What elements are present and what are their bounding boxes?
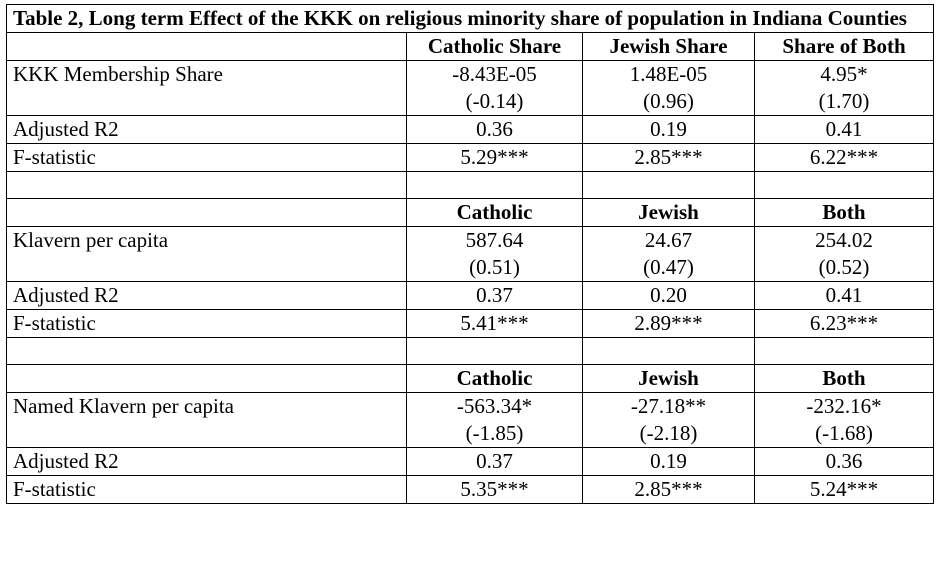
panel-2-header-both: Both <box>754 198 934 227</box>
panel-1-r2-catholic: 0.36 <box>406 115 583 144</box>
panel-3-r2-both: 0.36 <box>754 447 934 476</box>
coefficient: 4.95* <box>820 62 868 86</box>
panel-3-r2-catholic: 0.37 <box>406 447 583 476</box>
panel-3-cell-both: -232.16* (-1.68) <box>754 392 934 448</box>
panel-1-r2-label: Adjusted R2 <box>6 115 407 144</box>
panel-2-header-catholic: Catholic <box>406 198 583 227</box>
panel-1-f-both: 6.22*** <box>754 143 934 172</box>
panel-2-header-blank <box>6 198 407 227</box>
t-statistic: (-0.14) <box>465 89 524 113</box>
spacer-cell <box>582 337 755 365</box>
coefficient: -563.34* <box>456 394 533 418</box>
panel-1-r2-both: 0.41 <box>754 115 934 144</box>
panel-3-f-label: F-statistic <box>6 475 407 504</box>
panel-2-f-row: F-statistic 5.41*** 2.89*** 6.23*** <box>6 309 934 338</box>
panel-1-cell-catholic: -8.43E-05 (-0.14) <box>406 60 583 116</box>
panel-1-f-jewish: 2.85*** <box>582 143 755 172</box>
spacer-cell <box>582 171 755 199</box>
panel-3-header-blank <box>6 364 407 393</box>
panel-3-cell-catholic: -563.34* (-1.85) <box>406 392 583 448</box>
spacer-row-2 <box>6 337 934 365</box>
panel-2-f-catholic: 5.41*** <box>406 309 583 338</box>
panel-2-cell-catholic: 587.64 (0.51) <box>406 226 583 282</box>
panel-1-header-both: Share of Both <box>754 32 934 61</box>
coefficient: -232.16* <box>806 394 882 418</box>
spacer-cell <box>6 337 407 365</box>
panel-3-r2-label: Adjusted R2 <box>6 447 407 476</box>
coefficient: 1.48E-05 <box>629 62 708 86</box>
panel-2-cell-both: 254.02 (0.52) <box>754 226 934 282</box>
t-statistic: (-2.18) <box>639 421 698 445</box>
table-title: Table 2, Long term Effect of the KKK on … <box>6 4 934 33</box>
panel-2-variable-label: Klavern per capita <box>6 226 407 282</box>
coefficient: 587.64 <box>465 228 524 252</box>
panel-1-f-catholic: 5.29*** <box>406 143 583 172</box>
panel-3-f-row: F-statistic 5.35*** 2.85*** 5.24*** <box>6 475 934 504</box>
panel-2-r2-both: 0.41 <box>754 281 934 310</box>
t-statistic: (0.47) <box>643 255 694 279</box>
panel-3-header-catholic: Catholic <box>406 364 583 393</box>
panel-3-r2-jewish: 0.19 <box>582 447 755 476</box>
panel-1-cell-both: 4.95* (1.70) <box>754 60 934 116</box>
title-row: Table 2, Long term Effect of the KKK on … <box>6 4 934 33</box>
panel-1-cell-jewish: 1.48E-05 (0.96) <box>582 60 755 116</box>
panel-2-f-both: 6.23*** <box>754 309 934 338</box>
panel-1-header-row: Catholic Share Jewish Share Share of Bot… <box>6 32 934 61</box>
results-table-container: Table 2, Long term Effect of the KKK on … <box>6 4 934 504</box>
panel-1-coefficient-row: KKK Membership Share -8.43E-05 (-0.14) 1… <box>6 60 934 116</box>
panel-2-f-label: F-statistic <box>6 309 407 338</box>
panel-2-r2-jewish: 0.20 <box>582 281 755 310</box>
t-statistic: (1.70) <box>818 89 870 113</box>
panel-3-variable-label: Named Klavern per capita <box>6 392 407 448</box>
panel-3-header-jewish: Jewish <box>582 364 755 393</box>
spacer-cell <box>406 337 583 365</box>
t-statistic: (0.52) <box>818 255 870 279</box>
panel-3-f-jewish: 2.85*** <box>582 475 755 504</box>
t-statistic: (0.51) <box>469 255 520 279</box>
panel-3-coefficient-row: Named Klavern per capita -563.34* (-1.85… <box>6 392 934 448</box>
panel-2-cell-jewish: 24.67 (0.47) <box>582 226 755 282</box>
t-statistic: (0.96) <box>643 89 694 113</box>
panel-1-header-catholic: Catholic Share <box>406 32 583 61</box>
t-statistic: (-1.68) <box>815 421 873 445</box>
panel-2-header-jewish: Jewish <box>582 198 755 227</box>
panel-1-f-row: F-statistic 5.29*** 2.85*** 6.22*** <box>6 143 934 172</box>
results-table: Table 2, Long term Effect of the KKK on … <box>6 4 934 504</box>
panel-3-r2-row: Adjusted R2 0.37 0.19 0.36 <box>6 447 934 476</box>
panel-2-r2-catholic: 0.37 <box>406 281 583 310</box>
spacer-cell <box>754 171 934 199</box>
panel-3-header-row: Catholic Jewish Both <box>6 364 934 393</box>
t-statistic: (-1.85) <box>465 421 524 445</box>
coefficient: 254.02 <box>815 228 873 252</box>
panel-1-f-label: F-statistic <box>6 143 407 172</box>
panel-3-header-both: Both <box>754 364 934 393</box>
coefficient: 24.67 <box>644 228 693 252</box>
panel-2-coefficient-row: Klavern per capita 587.64 (0.51) 24.67 (… <box>6 226 934 282</box>
panel-1-r2-row: Adjusted R2 0.36 0.19 0.41 <box>6 115 934 144</box>
spacer-cell <box>754 337 934 365</box>
panel-2-r2-label: Adjusted R2 <box>6 281 407 310</box>
panel-2-header-row: Catholic Jewish Both <box>6 198 934 227</box>
panel-2-r2-row: Adjusted R2 0.37 0.20 0.41 <box>6 281 934 310</box>
panel-3-f-both: 5.24*** <box>754 475 934 504</box>
spacer-row-1 <box>6 171 934 199</box>
panel-1-header-blank <box>6 32 407 61</box>
spacer-cell <box>6 171 407 199</box>
panel-2-f-jewish: 2.89*** <box>582 309 755 338</box>
spacer-cell <box>406 171 583 199</box>
panel-3-f-catholic: 5.35*** <box>406 475 583 504</box>
coefficient: -27.18** <box>630 394 707 418</box>
panel-1-variable-label: KKK Membership Share <box>6 60 407 116</box>
coefficient: -8.43E-05 <box>452 62 537 86</box>
panel-1-r2-jewish: 0.19 <box>582 115 755 144</box>
panel-3-cell-jewish: -27.18** (-2.18) <box>582 392 755 448</box>
panel-1-header-jewish: Jewish Share <box>582 32 755 61</box>
